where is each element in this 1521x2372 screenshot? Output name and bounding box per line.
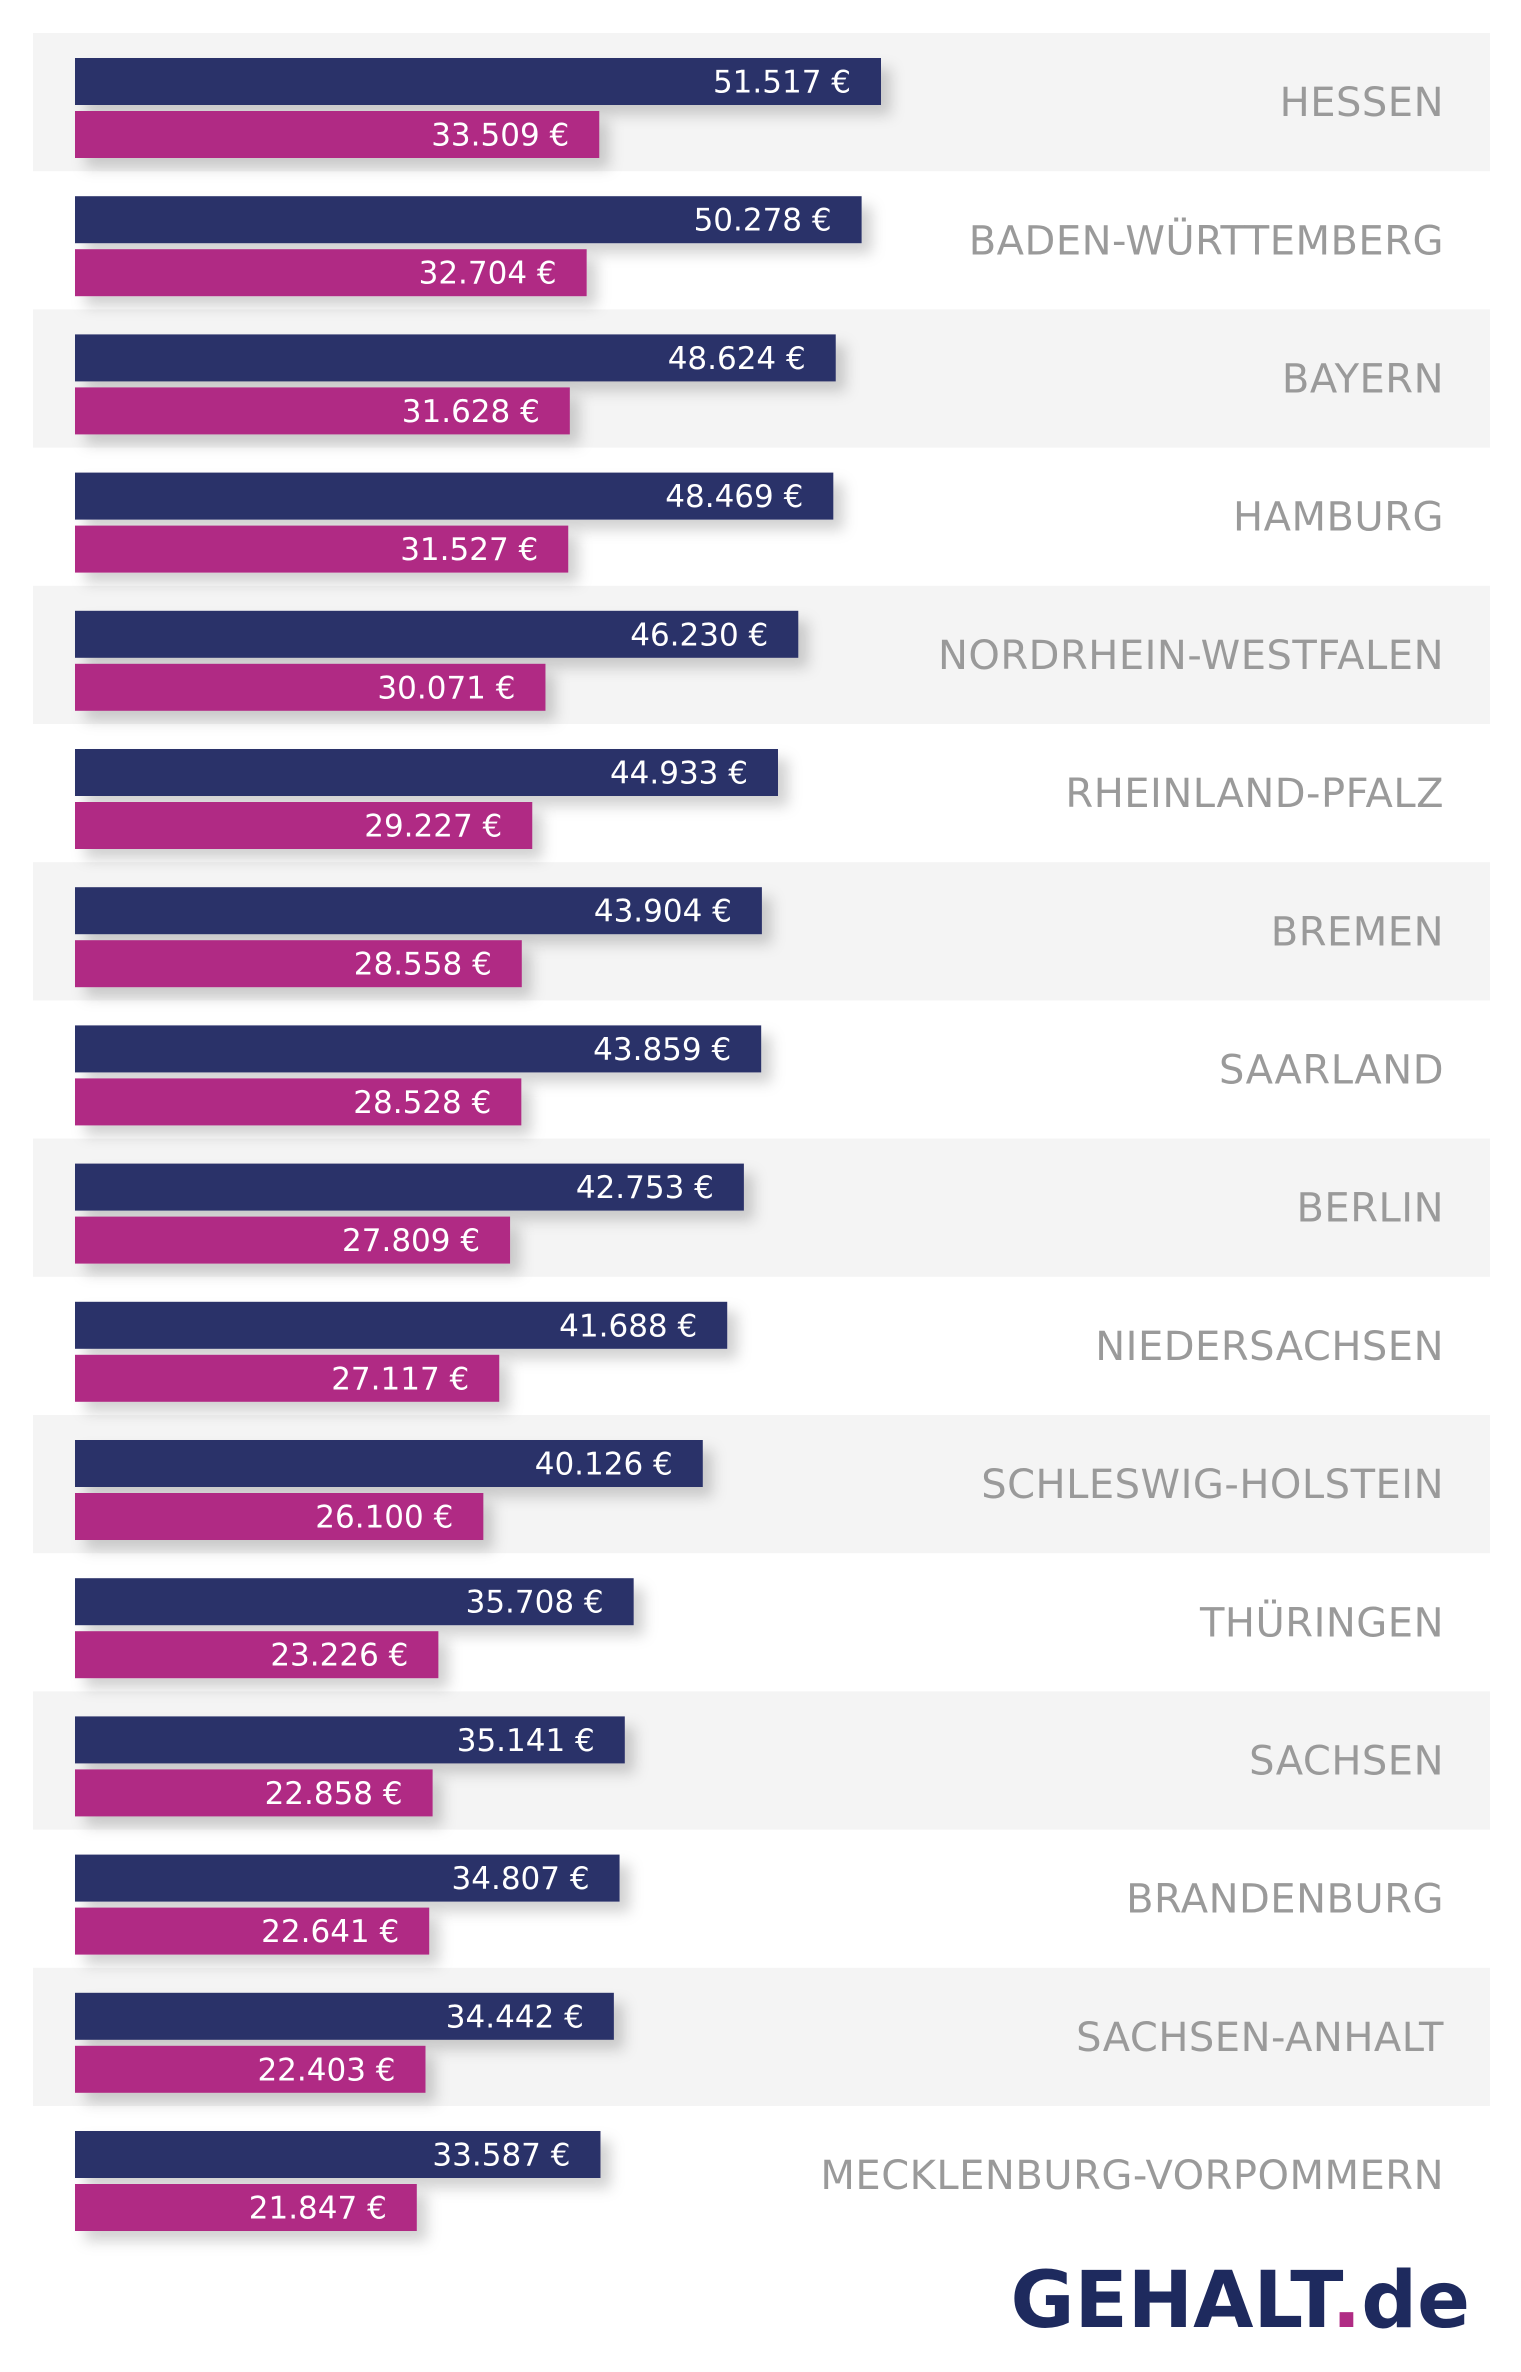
bar-series-1 [75,472,834,520]
bar-series-1 [75,1578,634,1626]
bar-value-label: 51.517 € [713,65,851,101]
bar-value-label: 43.904 € [594,894,732,930]
bar-value-label: 34.807 € [452,1861,590,1897]
bar-series-1 [75,334,836,382]
bar-value-label: 41.688 € [559,1308,697,1344]
bar-series-2 [75,2184,417,2231]
category-label: SACHSEN-ANHALT [1076,2015,1444,2061]
bar-value-label: 31.527 € [400,532,538,568]
bar-series-1 [75,58,881,105]
category-label: NIEDERSACHSEN [1095,1324,1444,1370]
bar-series-2 [75,249,587,297]
bar-series-1 [75,1025,762,1073]
bar-value-label: 22.858 € [265,1776,403,1812]
category-label: HESSEN [1280,80,1444,126]
bar-value-label: 43.859 € [593,1032,731,1068]
bar-value-label: 22.403 € [257,2052,395,2088]
bar-value-label: 40.126 € [535,1447,673,1483]
bar-series-1 [75,2131,601,2178]
bar-series-2 [75,2045,426,2093]
bar-series-2 [75,1216,511,1264]
bar-series-2 [75,1078,522,1126]
bar-series-2 [75,525,569,573]
bar-value-label: 23.226 € [270,1638,408,1674]
category-label: BAYERN [1282,357,1444,403]
bar-value-label: 46.230 € [630,617,768,653]
category-label: SCHLESWIG-HOLSTEIN [981,1462,1444,1508]
bar-value-label: 30.071 € [377,670,515,706]
bar-series-1 [75,610,799,658]
category-label: BREMEN [1271,909,1444,955]
category-label: BRANDENBURG [1126,1877,1444,1923]
bar-series-1 [75,1440,703,1487]
category-label: MECKLENBURG-VORPOMMERN [820,2153,1444,2199]
category-label: BERLIN [1296,1186,1444,1232]
bar-series-1 [75,1163,744,1211]
bar-value-label: 22.641 € [261,1914,399,1950]
logo-main: GEHALT [1010,2256,1332,2346]
bar-series-1 [75,196,862,244]
category-label: NORDRHEIN-WESTFALEN [938,633,1444,679]
bar-series-2 [75,1631,439,1679]
bar-value-label: 28.528 € [353,1085,491,1121]
category-label: SACHSEN [1249,1739,1444,1785]
bar-value-label: 28.558 € [354,947,492,983]
bar-value-label: 33.509 € [431,118,569,154]
bar-value-label: 29.227 € [364,809,502,845]
bar-series-2 [75,1354,500,1402]
bar-series-2 [75,387,570,435]
bar-value-label: 48.624 € [668,341,806,377]
bar-series-1 [75,1992,614,2040]
bar-series-2 [75,802,533,849]
category-label: BADEN-WÜRTTEMBERG [969,216,1444,264]
bar-series-1 [75,1716,625,1764]
bar-series-2 [75,1907,430,1955]
bar-value-label: 31.628 € [402,394,540,430]
bar-series-1 [75,887,762,935]
bar-value-label: 32.704 € [419,256,557,292]
bar-series-1 [75,1301,728,1349]
bar-series-2 [75,1493,484,1540]
bar-value-label: 48.469 € [665,479,803,515]
gehalt-logo: GEHALT.de [1011,2262,1471,2340]
bar-value-label: 27.117 € [331,1361,469,1397]
bar-value-label: 33.587 € [432,2138,570,2174]
bar-series-1 [75,749,778,796]
category-label: HAMBURG [1233,495,1444,541]
category-label: SAARLAND [1219,1048,1444,1094]
bar-value-label: 35.708 € [466,1585,604,1621]
bar-value-label: 34.442 € [446,1999,584,2035]
bar-series-1 [75,1854,620,1902]
bar-series-2 [75,663,546,711]
bar-value-label: 50.278 € [694,203,832,239]
category-label: THÜRINGEN [1199,1598,1444,1646]
bar-series-2 [75,111,600,158]
logo-dot: . [1331,2256,1362,2346]
category-label: RHEINLAND-PFALZ [1065,771,1444,817]
bar-value-label: 35.141 € [457,1723,595,1759]
bar-value-label: 42.753 € [576,1170,714,1206]
bar-series-2 [75,940,522,988]
bar-value-label: 44.933 € [610,756,748,792]
bars-group: 51.517 € 33.509 € HESSEN 50.278 € 32.704 € BA… [75,58,1444,2231]
bar-series-2 [75,1769,433,1817]
logo-suffix: de [1361,2256,1470,2346]
bar-value-label: 21.847 € [249,2191,387,2227]
bar-value-label: 27.809 € [342,1223,480,1259]
bar-value-label: 26.100 € [315,1500,453,1536]
